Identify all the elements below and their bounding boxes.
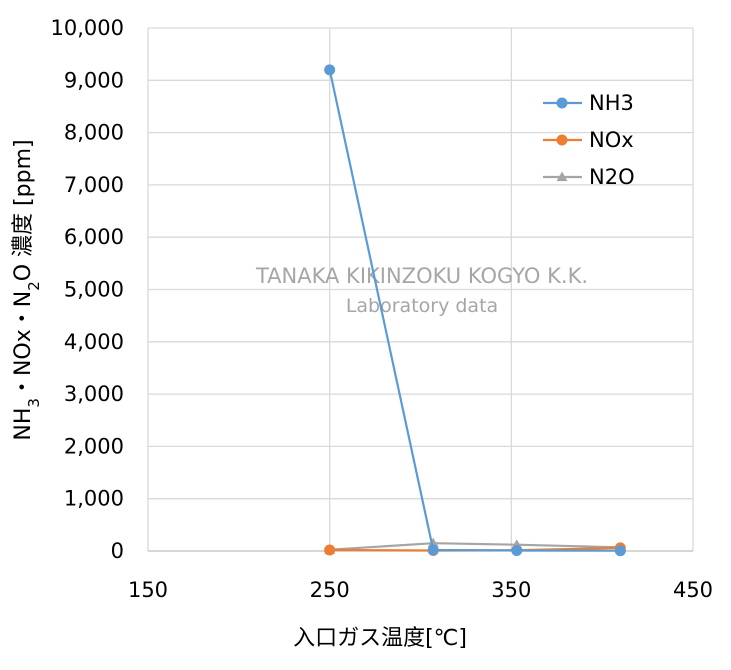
data-series	[324, 64, 626, 557]
y-tick-labels: 0 1,000 2,000 3,000 4,000 5,000 6,000 7,000 8,00…	[51, 16, 124, 563]
y-tick-label: 5,000	[64, 278, 124, 302]
legend-item-n2o: N2O	[543, 165, 635, 189]
y-tick-label: 9,000	[64, 68, 124, 92]
legend-label: NH3	[589, 91, 634, 115]
y-axis-title-part-c: O 濃度 [ppm]	[11, 139, 36, 281]
y-tick-label: 10,000	[51, 16, 124, 40]
y-axis-title-sub-a: 3	[25, 398, 43, 408]
data-point-nh3	[324, 64, 336, 76]
y-tick-label: 2,000	[64, 434, 124, 458]
gridlines	[147, 27, 694, 551]
y-axis-title-part-a: NH	[11, 408, 36, 441]
x-tick-label: 250	[310, 578, 350, 602]
y-tick-label: 3,000	[64, 382, 124, 406]
data-point-nh3	[614, 545, 626, 557]
x-tick-label: 150	[128, 578, 168, 602]
legend-label: NOx	[589, 128, 634, 152]
legend-marker	[556, 171, 568, 182]
series-line-n2o	[329, 542, 621, 551]
y-tick-label: 0	[111, 539, 124, 563]
y-tick-label: 1,000	[64, 487, 124, 511]
x-axis-title: 入口ガス温度[℃]	[293, 626, 467, 651]
data-point-nh3	[511, 544, 523, 556]
series-line-nh3	[328, 69, 621, 552]
x-tick-labels: 150 250 350 450	[128, 578, 713, 602]
legend-item-nh3: NH3	[543, 91, 634, 115]
legend-item-nox: NOx	[543, 128, 634, 152]
y-tick-label: 8,000	[64, 121, 124, 145]
data-point-nox	[324, 544, 336, 556]
y-axis-title-part-b: ・NOx・N	[11, 291, 36, 398]
y-axis-title: NH3・NOx・N2O 濃度 [ppm]	[11, 139, 43, 440]
watermark-line-2: Laboratory data	[346, 295, 498, 317]
legend-marker	[556, 97, 568, 109]
watermark-line-1: TANAKA KIKINZOKU KOGYO K.K.	[255, 264, 588, 288]
x-tick-label: 350	[491, 578, 531, 602]
y-axis-title-sub-b: 2	[25, 281, 43, 291]
x-tick-label: 450	[673, 578, 713, 602]
y-tick-label: 4,000	[64, 330, 124, 354]
legend-marker	[556, 134, 568, 146]
series-nh3	[324, 64, 626, 557]
legend: NH3 NOx N2O	[543, 91, 635, 189]
legend-label: N2O	[589, 165, 635, 189]
y-tick-label: 7,000	[64, 173, 124, 197]
y-tick-label: 6,000	[64, 225, 124, 249]
data-point-n2o	[427, 537, 439, 548]
data-point-nh3	[427, 544, 439, 556]
